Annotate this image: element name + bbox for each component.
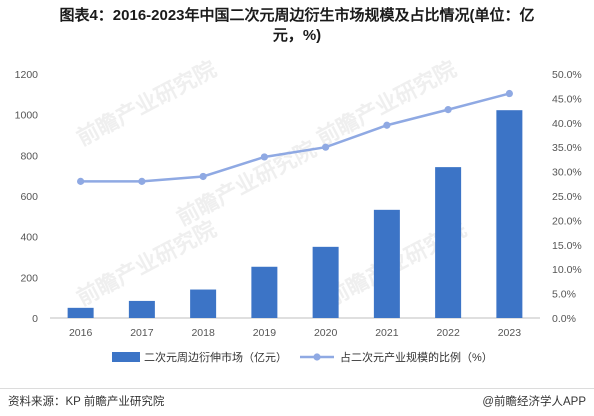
bar-2016 [67, 307, 94, 318]
ratio-point-2017 [138, 177, 146, 185]
x-axis: 2016 2017 2018 2019 2020 2021 2022 2023 [69, 327, 521, 339]
ratio-point-2021 [383, 121, 391, 129]
y-right-tick-label: 25.0% [552, 191, 582, 203]
x-tick-label: 2023 [498, 327, 522, 339]
y-left-tick-label: 800 [20, 150, 38, 162]
legend-line-label: 占二次元产业规模的比例（%） [340, 350, 493, 364]
y-right-tick-label: 5.0% [552, 289, 576, 301]
watermark-text: 前瞻产业研究院 [313, 56, 461, 150]
bar-2017 [128, 300, 155, 318]
credit-text: @前瞻经济学人APP [482, 396, 586, 408]
ratio-line [80, 92, 510, 183]
legend-bar-swatch [112, 352, 140, 362]
chart-title-line2: 元，%) [272, 27, 322, 44]
bar-series [67, 110, 523, 319]
bar-2018 [190, 289, 217, 318]
x-tick-label: 2022 [436, 327, 460, 339]
y-right-axis: 0.0% 5.0% 10.0% 15.0% 20.0% 25.0% 30.0% 35.0% 40… [552, 69, 582, 325]
source-text: 资料来源：KP 前瞻产业研究院 [8, 396, 165, 408]
ratio-points [77, 89, 513, 185]
y-left-tick-label: 400 [20, 232, 38, 244]
legend-line-marker [313, 353, 321, 361]
y-left-tick-label: 200 [20, 272, 38, 284]
bar-2020 [312, 246, 339, 318]
legend-bar-label: 二次元周边衍伸市场（亿元） [144, 350, 287, 364]
x-tick-label: 2017 [130, 327, 154, 339]
ratio-point-2019 [260, 153, 268, 161]
ratio-point-2022 [444, 106, 452, 114]
chart-title-line1: 图表4：2016-2023年中国二次元周边衍生市场规模及占比情况(单位：亿 [59, 7, 535, 24]
x-tick-label: 2020 [314, 327, 338, 339]
y-left-tick-label: 1200 [15, 69, 39, 81]
chart-title: 图表4：2016-2023年中国二次元周边衍生市场规模及占比情况(单位：亿 元，… [0, 6, 594, 46]
x-tick-label: 2021 [375, 327, 399, 339]
x-tick-label: 2016 [69, 327, 93, 339]
y-left-tick-label: 0 [32, 313, 38, 325]
ratio-point-2020 [322, 143, 330, 151]
chart-canvas: 前瞻产业研究院前瞻产业研究院前瞻产业研究院前瞻产业研究院前瞻产业研究院 0200… [15, 56, 582, 364]
y-right-tick-label: 50.0% [552, 69, 582, 81]
y-left-tick-label: 1000 [15, 110, 39, 122]
bar-2022 [435, 167, 462, 318]
bar-2023 [496, 110, 523, 319]
watermark-text: 前瞻产业研究院 [73, 56, 221, 150]
y-left-axis: 0 200 400 600 800 1000 1200 [15, 69, 39, 325]
y-right-tick-label: 30.0% [552, 167, 582, 179]
ratio-point-2016 [77, 177, 85, 185]
ratio-point-2018 [199, 172, 207, 181]
y-right-tick-label: 35.0% [552, 142, 582, 154]
y-right-tick-label: 0.0% [552, 313, 576, 325]
y-right-tick-label: 15.0% [552, 240, 582, 252]
x-tick-label: 2018 [191, 327, 215, 339]
y-right-tick-label: 45.0% [552, 93, 582, 105]
bar-2019 [251, 266, 278, 318]
footer: 资料来源：KP 前瞻产业研究院 @前瞻经济学人APP [0, 388, 594, 409]
x-tick-label: 2019 [253, 327, 277, 339]
y-right-tick-label: 40.0% [552, 118, 582, 130]
y-right-tick-label: 10.0% [552, 264, 582, 276]
legend: 二次元周边衍伸市场（亿元） 占二次元产业规模的比例（%） [112, 350, 493, 364]
bar-2021 [373, 209, 400, 318]
y-right-tick-label: 20.0% [552, 215, 582, 227]
ratio-point-2023 [505, 89, 513, 98]
y-left-tick-label: 600 [20, 191, 38, 203]
